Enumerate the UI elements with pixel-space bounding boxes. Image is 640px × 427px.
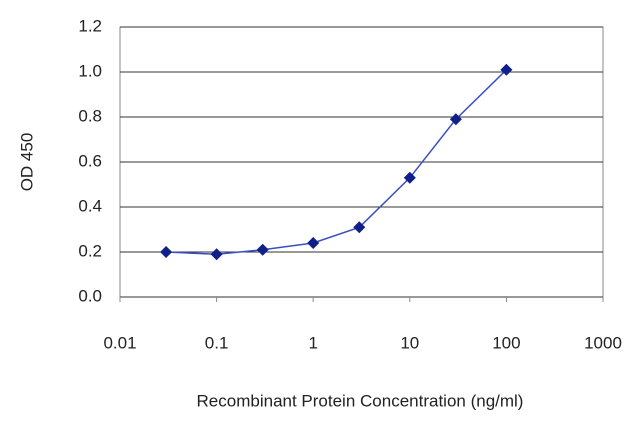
y-tick-label: 0.6	[78, 151, 102, 170]
y-tick-label: 1.2	[78, 16, 102, 35]
x-tick-label: 0.01	[103, 333, 136, 352]
y-tick-label: 0.0	[78, 286, 102, 305]
data-line	[166, 69, 507, 256]
data-point	[500, 63, 513, 76]
data-point	[403, 171, 416, 184]
data-point	[160, 246, 173, 258]
data-point	[256, 243, 269, 256]
x-axis-label: Recombinant Protein Concentration (ng/ml…	[197, 391, 524, 410]
x-tick-label: 1000	[584, 333, 622, 352]
y-tick-label: 0.4	[78, 196, 102, 215]
x-tick-label: 1	[308, 333, 317, 352]
y-axis-label: OD 450	[17, 133, 36, 192]
x-tick-label: 100	[492, 333, 520, 352]
data-point	[307, 237, 320, 249]
data-point	[449, 113, 462, 126]
x-tick-label: 0.1	[205, 333, 229, 352]
data-point	[353, 221, 366, 234]
y-tick-label: 1.0	[78, 61, 102, 80]
y-tick-label: 0.8	[78, 106, 102, 125]
x-tick-label: 10	[400, 333, 419, 352]
y-tick-label: 0.2	[78, 241, 102, 260]
data-point	[210, 248, 223, 261]
